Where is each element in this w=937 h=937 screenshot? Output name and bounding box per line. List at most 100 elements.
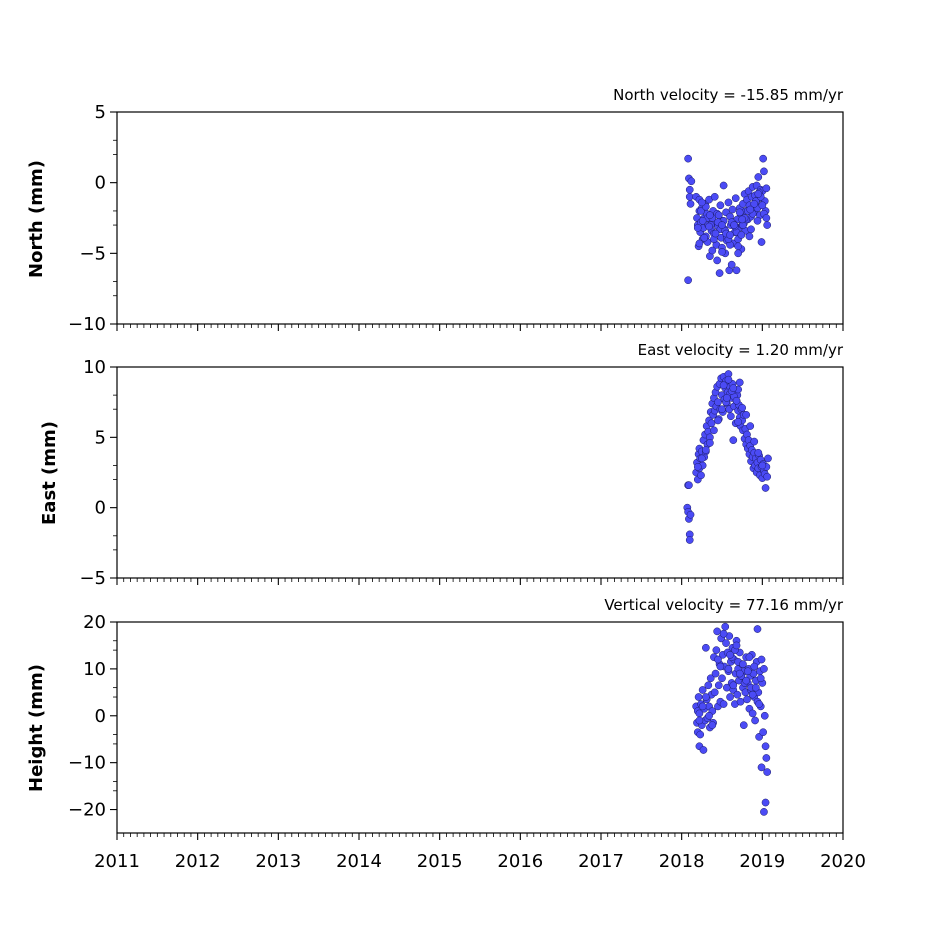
north-data-point	[706, 211, 714, 220]
east-ytick-label: −5	[79, 568, 106, 589]
north-data-point	[684, 154, 692, 163]
north-data-point	[731, 194, 740, 203]
x-tick-label: 2014	[336, 851, 382, 872]
north-data-point	[718, 248, 726, 256]
north-points	[684, 154, 772, 285]
north-data-point	[684, 276, 692, 285]
height-data-point	[724, 665, 733, 673]
height-points	[692, 622, 772, 816]
east-data-point	[734, 418, 742, 426]
height-data-point	[733, 690, 742, 699]
height-ytick-label: 10	[83, 659, 106, 680]
east-data-point	[758, 461, 767, 470]
east-data-point	[710, 426, 718, 435]
east-data-point	[686, 510, 695, 519]
height-data-point	[756, 674, 765, 683]
north-data-point	[724, 198, 733, 207]
east-data-point	[693, 463, 702, 471]
north-yticks: 5 0 −5 −10	[68, 102, 117, 335]
height-data-point	[748, 709, 757, 718]
height-axes-frame	[116, 621, 844, 834]
height-data-point	[760, 808, 768, 816]
east-axes-frame	[116, 366, 844, 579]
east-points	[683, 370, 772, 544]
height-data-point	[736, 697, 745, 706]
north-ytick-label: −5	[79, 243, 106, 264]
north-data-point	[711, 229, 720, 238]
north-data-point	[735, 208, 744, 217]
east-data-point	[685, 481, 693, 490]
north-data-point	[753, 216, 762, 225]
east-data-point	[724, 375, 733, 384]
north-data-point	[685, 185, 694, 194]
north-panel: North velocity = -15.85 mm/yr North (mm)…	[26, 86, 844, 335]
north-data-point	[719, 181, 728, 190]
east-data-point	[729, 384, 738, 392]
north-data-point	[698, 216, 707, 225]
north-ytick-label: 0	[95, 173, 106, 194]
north-data-point	[705, 222, 713, 231]
east-data-point	[719, 381, 728, 390]
north-data-point	[726, 231, 734, 239]
height-data-point	[698, 702, 707, 711]
height-data-point	[743, 695, 751, 704]
east-data-point	[697, 471, 705, 480]
height-data-point	[763, 768, 772, 776]
height-data-point	[753, 625, 762, 633]
height-ytick-label: −20	[68, 800, 106, 821]
north-data-point	[747, 225, 755, 234]
height-panel: Vertical velocity = 77.16 mm/yr Height (…	[26, 596, 866, 872]
height-xticks	[116, 833, 844, 840]
height-data-point	[739, 721, 748, 730]
height-yticks: 20 10 0 −10 −20	[68, 612, 117, 821]
north-ytick-label: −10	[68, 314, 106, 335]
x-tick-label: 2017	[578, 851, 624, 872]
north-data-point	[708, 246, 717, 255]
north-data-point	[710, 192, 719, 201]
height-data-point	[699, 746, 708, 754]
height-data-point	[759, 728, 767, 737]
x-tick-labels: 2011 2012 2013 2014 2015 2016 2017 2018 2019 2020	[94, 851, 866, 872]
north-data-point	[762, 214, 771, 222]
north-data-point	[713, 256, 722, 265]
east-data-point	[707, 419, 716, 428]
north-data-point	[754, 190, 763, 198]
north-ytick-label: 5	[95, 102, 106, 123]
east-panel: East velocity = 1.20 mm/yr East (mm) 10 5…	[39, 341, 844, 589]
height-data-point	[726, 650, 734, 659]
east-yticks: 10 5 0 −5	[79, 357, 117, 589]
height-data-point	[755, 700, 763, 708]
north-data-point	[718, 221, 726, 229]
north-axes-frame	[116, 111, 844, 325]
height-data-point	[714, 655, 722, 664]
height-ytick-label: 0	[95, 706, 106, 727]
height-data-point	[706, 674, 715, 683]
height-data-point	[757, 655, 766, 664]
east-data-point	[714, 398, 722, 407]
height-data-point	[761, 742, 770, 751]
north-data-point	[697, 198, 706, 207]
height-data-point	[742, 676, 751, 685]
x-tick-label: 2018	[659, 851, 705, 872]
height-panel-title: Vertical velocity = 77.16 mm/yr	[604, 596, 844, 614]
x-tick-label: 2015	[417, 851, 463, 872]
height-data-point	[704, 681, 713, 690]
north-data-point	[750, 200, 759, 208]
north-data-point	[762, 184, 771, 193]
east-data-point	[729, 436, 738, 444]
height-data-point	[752, 683, 760, 692]
height-data-point	[743, 667, 752, 676]
height-data-point	[696, 730, 705, 739]
north-data-point	[685, 192, 694, 201]
east-ytick-label: 10	[83, 357, 106, 378]
north-data-point	[754, 173, 763, 181]
east-data-point	[742, 410, 751, 419]
height-data-point	[760, 665, 768, 673]
north-data-point	[746, 205, 755, 214]
north-ylabel: North (mm)	[26, 160, 47, 278]
east-data-point	[685, 536, 694, 544]
north-data-point	[687, 177, 696, 186]
east-data-point	[706, 439, 714, 447]
east-ytick-label: 5	[95, 427, 106, 448]
east-data-point	[754, 448, 763, 457]
